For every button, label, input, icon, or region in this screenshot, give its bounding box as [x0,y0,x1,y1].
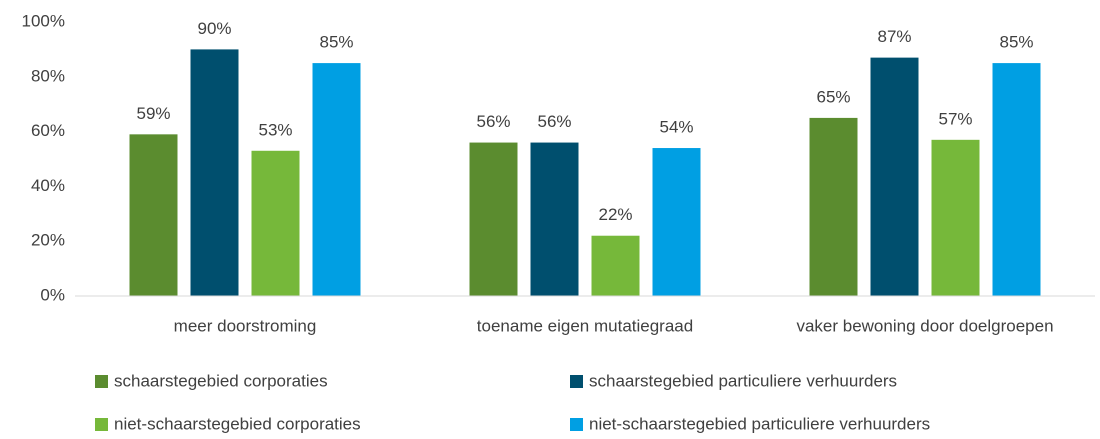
data-label: 85% [999,33,1033,52]
data-label: 65% [816,87,850,106]
data-label: 53% [258,120,292,139]
data-label: 57% [938,109,972,128]
bar [870,57,919,297]
x-tick-label: meer doorstroming [174,316,317,335]
bar [312,63,361,296]
bar [809,117,858,297]
data-label: 85% [319,33,353,52]
data-label: 87% [877,27,911,46]
data-label: 59% [136,104,170,123]
data-label: 54% [659,118,693,137]
data-label: 56% [476,112,510,131]
legend-label: niet-schaarstegebied corporaties [114,414,361,433]
legend-swatch [95,418,108,431]
x-tick-label: vaker bewoning door doelgroepen [796,316,1053,335]
bar [992,63,1041,296]
bar [652,148,701,296]
x-tick-label: toename eigen mutatiegraad [477,316,693,335]
bar [931,139,980,296]
bar [129,134,178,296]
legend-swatch [570,418,583,431]
data-label: 22% [598,205,632,224]
y-tick-label: 60% [31,121,65,140]
bar [469,142,518,296]
y-tick-label: 80% [31,66,65,85]
y-tick-label: 40% [31,176,65,195]
y-tick-label: 20% [31,231,65,250]
bar [530,142,579,296]
legend-label: niet-schaarstegebied particuliere verhuu… [589,414,930,433]
data-label: 56% [537,112,571,131]
legend-swatch [570,375,583,388]
bar [251,150,300,296]
y-tick-label: 100% [22,11,65,30]
data-label: 90% [197,19,231,38]
legend-label: schaarstegebied corporaties [114,371,328,390]
y-tick-label: 0% [40,285,65,304]
bar [190,49,239,297]
legend-label: schaarstegebied particuliere verhuurders [589,371,897,390]
legend-swatch [95,375,108,388]
bar [591,235,640,296]
